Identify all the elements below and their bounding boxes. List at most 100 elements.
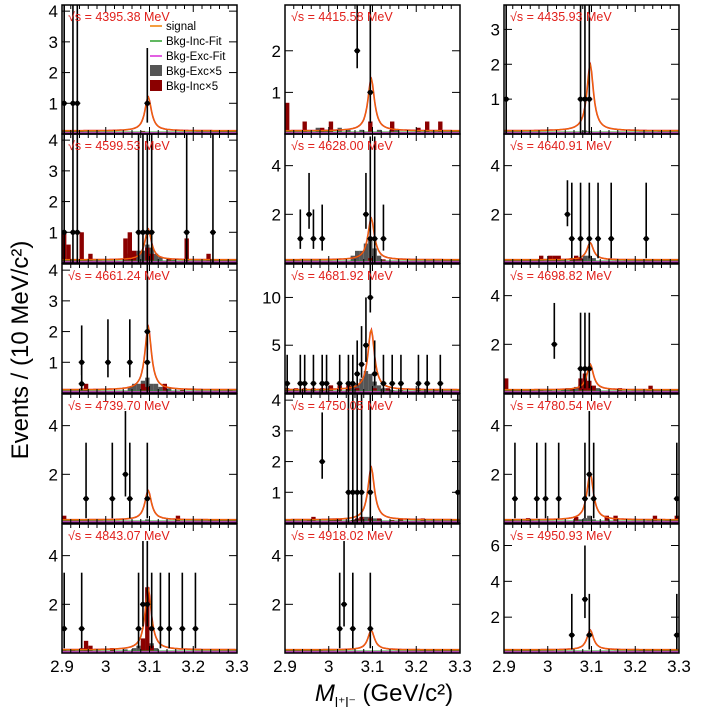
panel-plot-area bbox=[285, 264, 460, 393]
panel-14: 2 4 2.9 3 3.1 3.2 3.3 √s = 4918.02 MeV bbox=[272, 523, 472, 676]
bkg-exc-bar bbox=[372, 381, 377, 393]
data-point bbox=[135, 626, 142, 632]
bkg-inc-bar bbox=[604, 515, 609, 523]
data-point bbox=[149, 229, 155, 235]
bkg-inc-bar bbox=[149, 645, 154, 653]
y-tick-label: 2 bbox=[49, 193, 58, 212]
bkg-inc-bar bbox=[127, 232, 132, 263]
data-point bbox=[358, 361, 365, 367]
x-tick-label: 3.1 bbox=[580, 657, 604, 676]
panel-frame bbox=[61, 393, 238, 524]
panel-frame bbox=[61, 133, 238, 264]
legend-label: Bkg-Inc-Fit bbox=[166, 36, 222, 48]
energy-label: √s = 4640.91 MeV bbox=[510, 139, 612, 153]
bkg-inc-bar bbox=[285, 102, 290, 134]
signal-curve bbox=[285, 629, 460, 651]
bkg-exc-bar bbox=[136, 645, 141, 653]
data-point bbox=[157, 626, 164, 632]
data-point bbox=[74, 229, 80, 235]
data-point bbox=[551, 341, 557, 347]
panel-plot-area bbox=[504, 180, 679, 263]
bkg-inc-bar bbox=[83, 383, 89, 393]
y-tick-label: 1 bbox=[491, 90, 500, 109]
bkg-inc-bar bbox=[368, 121, 373, 134]
legend-label: signal bbox=[166, 21, 196, 33]
data-point bbox=[140, 601, 146, 607]
y-tick-label: 1 bbox=[49, 94, 58, 113]
y-tick-label: 1 bbox=[49, 223, 58, 242]
energy-label: √s = 4780.54 MeV bbox=[510, 399, 612, 413]
panel-frame bbox=[284, 393, 461, 524]
data-point bbox=[437, 380, 443, 387]
x-axis-var: M bbox=[314, 680, 335, 707]
data-point bbox=[398, 380, 404, 387]
panel-plot-area bbox=[285, 541, 460, 653]
data-point bbox=[363, 342, 369, 348]
panel-3: 1 2 3 √s = 4435.93 MeV bbox=[491, 4, 680, 135]
y-tick-label: 3 bbox=[272, 422, 281, 441]
data-point bbox=[674, 496, 679, 502]
energy-label: √s = 4739.70 MeV bbox=[68, 399, 170, 413]
bkg-exc-bar bbox=[158, 386, 163, 393]
data-point bbox=[70, 100, 76, 106]
bkg-inc-bar bbox=[140, 638, 146, 653]
bkg-inc-bar bbox=[88, 253, 93, 263]
y-tick-label: 2 bbox=[49, 595, 58, 614]
bkg-exc-bar bbox=[359, 378, 364, 393]
bkg-exc-bar bbox=[132, 383, 137, 393]
data-point bbox=[354, 48, 360, 54]
data-point bbox=[297, 236, 303, 242]
data-point bbox=[591, 496, 597, 502]
panel-plot-area bbox=[62, 264, 237, 393]
data-point bbox=[577, 366, 584, 372]
bkg-inc-bar bbox=[390, 121, 395, 134]
y-tick-label: 10 bbox=[262, 288, 281, 307]
data-point bbox=[144, 328, 150, 335]
energy-label: √s = 4628.00 MeV bbox=[291, 139, 393, 153]
signal-curve bbox=[285, 77, 460, 132]
bkg-exc-bar bbox=[574, 386, 579, 393]
data-point bbox=[341, 601, 347, 607]
data-point bbox=[319, 380, 325, 387]
bkg-exc-bar bbox=[337, 127, 342, 134]
y-tick-label: 3 bbox=[49, 162, 58, 181]
x-tick-label: 2.9 bbox=[492, 657, 516, 676]
bkg-exc-bar bbox=[136, 383, 141, 393]
data-point bbox=[144, 100, 150, 106]
panel-5: 2 4 √s = 4628.00 MeV bbox=[272, 133, 461, 264]
data-point bbox=[380, 236, 387, 242]
panel-plot-area bbox=[504, 545, 679, 653]
data-point bbox=[586, 236, 592, 242]
data-point bbox=[297, 380, 303, 387]
data-point bbox=[62, 626, 67, 632]
signal-curve bbox=[285, 217, 460, 261]
x-tick-label: 3 bbox=[101, 657, 110, 676]
data-point bbox=[354, 371, 360, 377]
data-point bbox=[586, 366, 592, 372]
bkg-inc-bar bbox=[206, 253, 211, 263]
data-point bbox=[372, 236, 378, 242]
y-tick-label: 4 bbox=[49, 131, 58, 150]
y-tick-label: 2 bbox=[491, 465, 500, 484]
data-point bbox=[674, 632, 679, 638]
signal-curve bbox=[504, 63, 679, 132]
y-tick-label: 4 bbox=[272, 157, 281, 176]
data-point bbox=[144, 359, 150, 365]
bkg-exc-bar bbox=[350, 255, 355, 263]
signal-curve bbox=[62, 489, 237, 521]
data-point bbox=[285, 380, 290, 387]
bkg-inc-bar bbox=[574, 255, 579, 263]
data-point bbox=[380, 380, 387, 387]
panel-plot-area bbox=[504, 411, 679, 523]
signal-curve bbox=[62, 587, 237, 651]
y-tick-label: 2 bbox=[491, 205, 500, 224]
data-point bbox=[345, 489, 352, 495]
data-point bbox=[586, 632, 592, 638]
data-point bbox=[127, 359, 133, 365]
signal-curve bbox=[504, 629, 679, 651]
bkg-exc-bar bbox=[368, 373, 373, 393]
data-point bbox=[192, 626, 199, 632]
y-tick-label: 2 bbox=[491, 55, 500, 74]
data-point bbox=[79, 626, 85, 632]
